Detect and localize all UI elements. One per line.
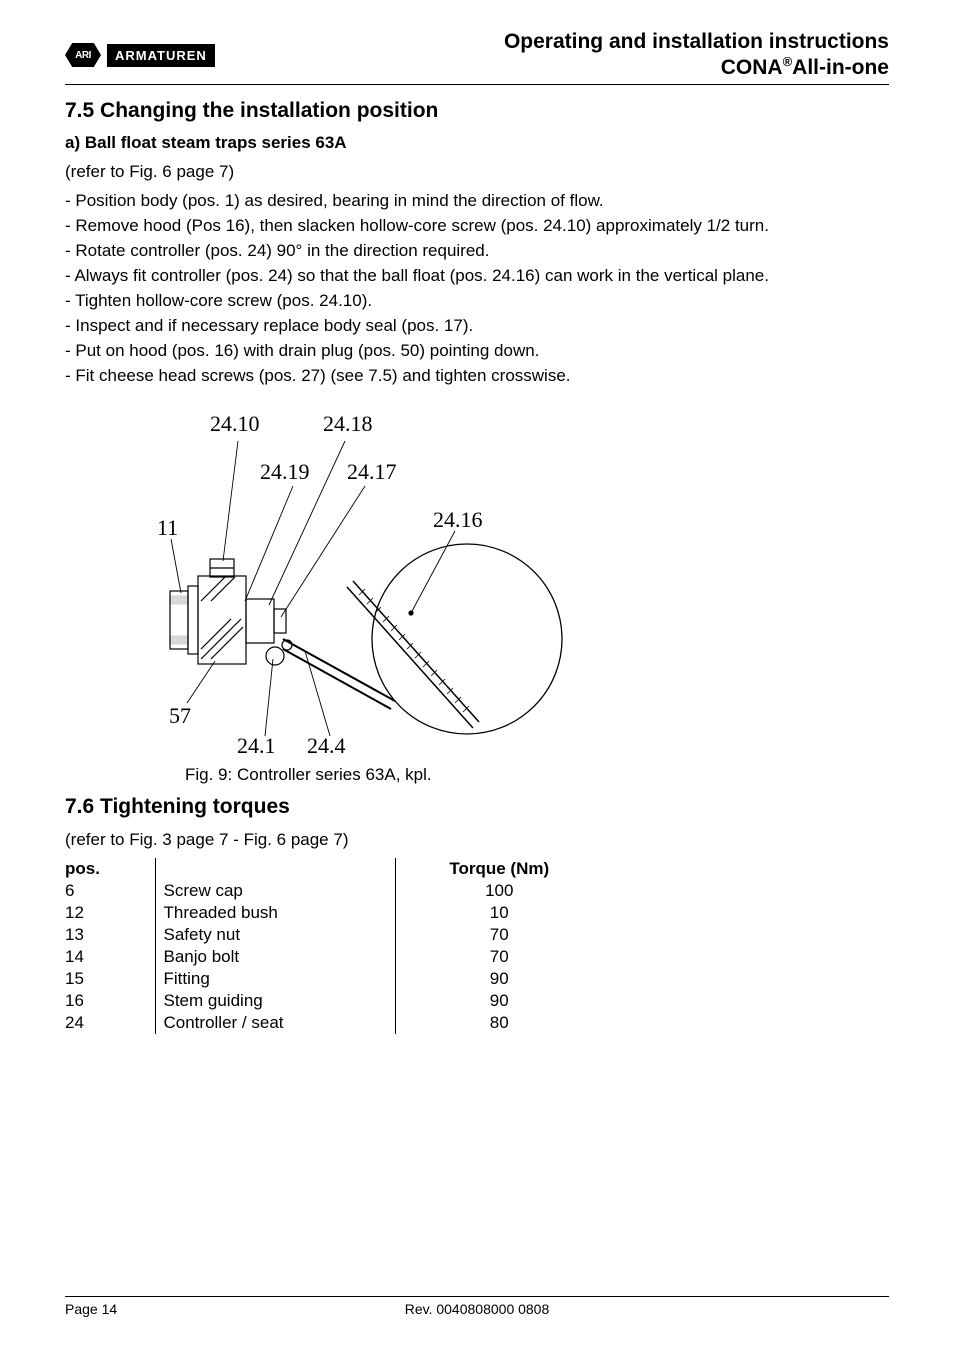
cell-torque: 70 (395, 946, 595, 968)
footer-divider (65, 1296, 889, 1297)
fig-label-241: 24.1 (237, 733, 276, 758)
cell-torque: 10 (395, 902, 595, 924)
title-suffix: All-in-one (792, 56, 889, 79)
cell-pos: 13 (65, 924, 155, 946)
cell-torque: 80 (395, 1012, 595, 1034)
fig-label-11: 11 (157, 515, 178, 540)
step-item: Inspect and if necessary replace body se… (65, 315, 889, 338)
document-title: Operating and installation instructions … (504, 30, 889, 80)
fig-label-2417: 24.17 (347, 459, 397, 484)
section-76-refer: (refer to Fig. 3 page 7 - Fig. 6 page 7) (65, 829, 889, 852)
cell-name: Controller / seat (155, 1012, 395, 1034)
logo-wordmark: ARMATUREN (107, 44, 215, 67)
cell-name: Stem guiding (155, 990, 395, 1012)
section-75a-subheading: a) Ball float steam traps series 63A (65, 133, 889, 153)
table-row: 14 Banjo bolt 70 (65, 946, 595, 968)
cell-pos: 16 (65, 990, 155, 1012)
page-footer: Page 14 Rev. 0040808000 0808 (65, 1296, 889, 1317)
section-75-heading: 7.5 Changing the installation position (65, 99, 889, 123)
fig-label-2418: 24.18 (323, 411, 373, 436)
fig-label-2419: 24.19 (260, 459, 310, 484)
title-brand: CONA (721, 56, 783, 79)
table-row: 15 Fitting 90 (65, 968, 595, 990)
step-item: Position body (pos. 1) as desired, beari… (65, 190, 889, 213)
table-row: 12 Threaded bush 10 (65, 902, 595, 924)
cell-torque: 100 (395, 880, 595, 902)
step-item: Fit cheese head screws (pos. 27) (see 7.… (65, 365, 889, 388)
table-row: 24 Controller / seat 80 (65, 1012, 595, 1034)
section-75a-steps: Position body (pos. 1) as desired, beari… (65, 190, 889, 388)
cell-torque: 90 (395, 990, 595, 1012)
cell-pos: 24 (65, 1012, 155, 1034)
logo-diamond-icon: ARI (65, 43, 101, 67)
cell-name: Safety nut (155, 924, 395, 946)
torque-table: pos. Torque (Nm) 6 Screw cap 100 12 Thre… (65, 858, 595, 1034)
registered-icon: ® (783, 54, 793, 69)
th-torque: Torque (Nm) (395, 858, 595, 880)
step-item: Put on hood (pos. 16) with drain plug (p… (65, 340, 889, 363)
footer-page: Page 14 (65, 1301, 117, 1317)
cell-name: Banjo bolt (155, 946, 395, 968)
cell-torque: 70 (395, 924, 595, 946)
doc-title-line1: Operating and installation instructions (504, 30, 889, 54)
fig-label-2410: 24.10 (210, 411, 260, 436)
cell-pos: 14 (65, 946, 155, 968)
fig-label-2416: 24.16 (433, 507, 483, 532)
step-item: Remove hood (Pos 16), then slacken hollo… (65, 215, 889, 238)
footer-revision: Rev. 0040808000 0808 (405, 1301, 550, 1317)
section-76-heading: 7.6 Tightening torques (65, 795, 889, 819)
cell-name: Threaded bush (155, 902, 395, 924)
step-item: Tighten hollow-core screw (pos. 24.10). (65, 290, 889, 313)
figure-9: 24.10 24.18 24.19 24.17 11 24.16 57 24.1… (115, 401, 889, 785)
step-item: Always fit controller (pos. 24) so that … (65, 265, 889, 288)
table-row: 16 Stem guiding 90 (65, 990, 595, 1012)
cell-pos: 6 (65, 880, 155, 902)
table-row: 6 Screw cap 100 (65, 880, 595, 902)
brand-logo: ARI ARMATUREN (65, 43, 215, 67)
cell-pos: 15 (65, 968, 155, 990)
cell-name: Fitting (155, 968, 395, 990)
th-pos: pos. (65, 858, 155, 880)
cell-name: Screw cap (155, 880, 395, 902)
controller-diagram-svg: 24.10 24.18 24.19 24.17 11 24.16 57 24.1… (115, 401, 595, 761)
torque-table-head: pos. Torque (Nm) (65, 858, 595, 880)
page-header: ARI ARMATUREN Operating and installation… (65, 30, 889, 80)
cell-pos: 12 (65, 902, 155, 924)
doc-title-line2: CONA®All-in-one (504, 54, 889, 80)
fig-label-244: 24.4 (307, 733, 346, 758)
fig-label-57: 57 (169, 703, 191, 728)
logo-inner-text: ARI (75, 50, 91, 61)
th-name (155, 858, 395, 880)
table-row: 13 Safety nut 70 (65, 924, 595, 946)
figure-9-caption: Fig. 9: Controller series 63A, kpl. (185, 765, 889, 785)
cell-torque: 90 (395, 968, 595, 990)
section-75a-refer: (refer to Fig. 6 page 7) (65, 161, 889, 184)
step-item: Rotate controller (pos. 24) 90° in the d… (65, 240, 889, 263)
header-divider (65, 84, 889, 85)
